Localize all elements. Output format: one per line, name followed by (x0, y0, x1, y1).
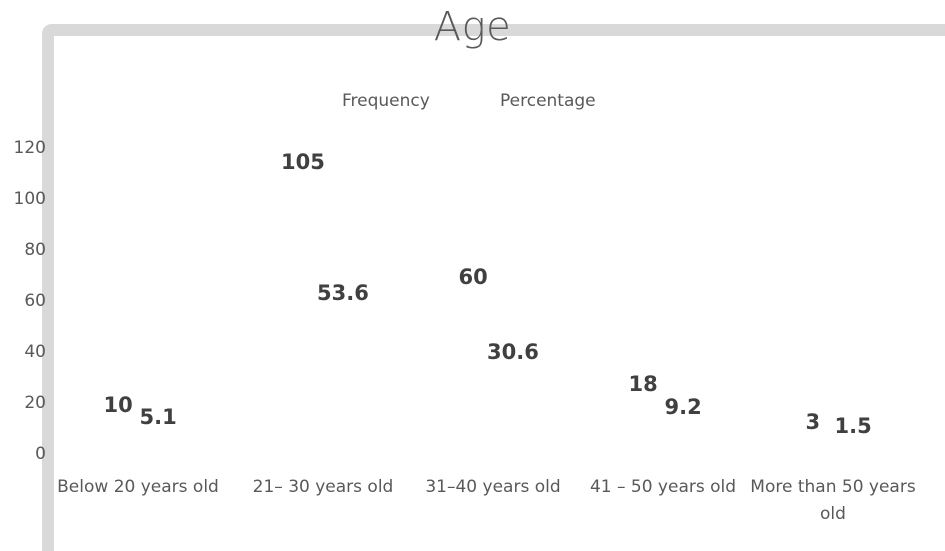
data-label-percentage: 30.6 (487, 339, 539, 364)
x-tick-label: 41 – 50 years old (589, 477, 737, 497)
y-tick-label: 80 (24, 240, 46, 260)
data-label-frequency: 105 (281, 150, 325, 175)
y-tick-label: 40 (24, 342, 46, 362)
y-tick-label: 0 (35, 444, 46, 464)
x-tick-label: More than 50 years old (750, 477, 916, 524)
legend-percentage: Percentage (500, 91, 596, 111)
y-tick-label: 20 (24, 393, 46, 413)
y-tick-label: 60 (24, 291, 46, 311)
data-label-percentage: 53.6 (317, 281, 369, 306)
data-label-frequency: 10 (103, 392, 133, 417)
x-tick-label: Below 20 years old (57, 477, 219, 497)
y-tick-label: 100 (13, 189, 46, 209)
x-tick-label: 21– 30 years old (252, 477, 394, 497)
legend-frequency: Frequency (342, 91, 430, 111)
data-label-percentage: 9.2 (664, 394, 702, 419)
data-label-percentage: 5.1 (139, 404, 177, 429)
x-tick-label: 31–40 years old (425, 477, 561, 497)
chart-title: Age (433, 4, 512, 50)
data-label-frequency: 3 (805, 410, 821, 435)
data-label-frequency: 18 (628, 372, 658, 397)
data-label-frequency: 60 (458, 265, 488, 289)
chart-frame-left (42, 24, 54, 551)
chart-frame-top (42, 24, 945, 36)
data-label-percentage: 1.5 (834, 414, 872, 439)
y-tick-label: 120 (13, 138, 46, 158)
